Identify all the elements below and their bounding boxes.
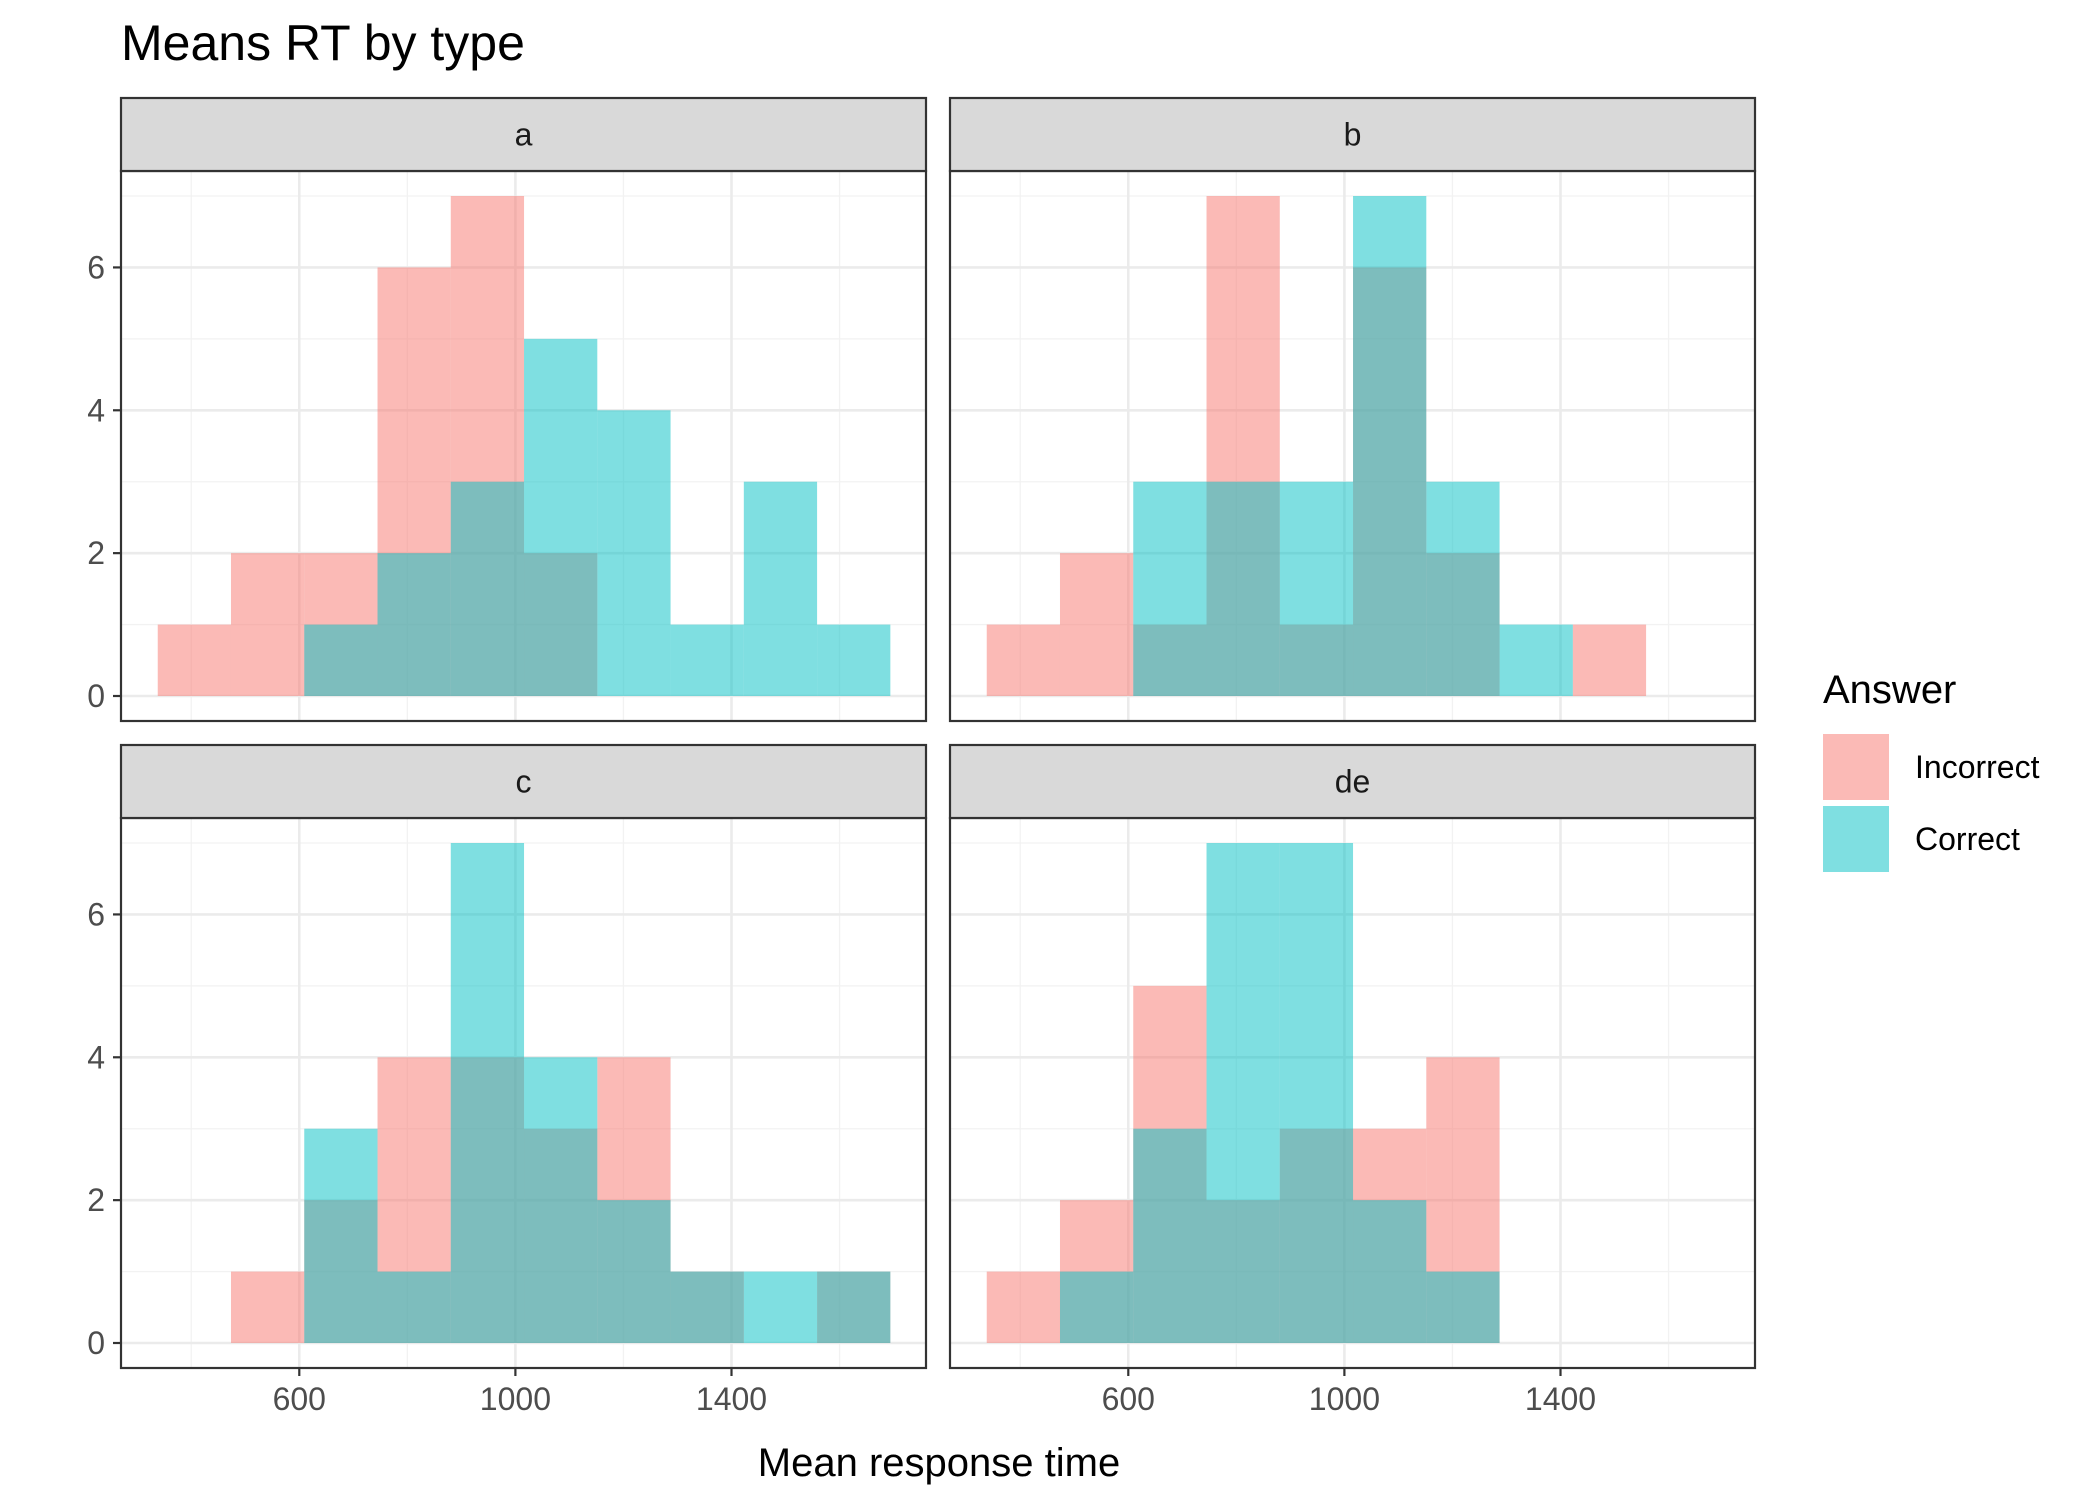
legend-title: Answer	[1823, 668, 1956, 712]
bar-correct-bin-9	[817, 624, 891, 696]
y-tick-label: 6	[87, 249, 105, 285]
facet-panel-c: c 0 2 4 6 600 1000 1400	[87, 743, 928, 1417]
bar-correct-bin-6	[1426, 1271, 1500, 1343]
bar-correct-bin-3	[377, 553, 451, 696]
histogram-bars	[157, 196, 891, 696]
bar-correct-bin-4	[1279, 843, 1354, 1343]
y-tick-label: 4	[87, 1039, 105, 1075]
legend-item-correct: Correct	[1823, 806, 2020, 872]
facet-strip	[119, 743, 928, 820]
bar-correct-bin-5	[524, 1057, 598, 1343]
bar-correct-bin-3	[1206, 843, 1280, 1343]
facet-strip	[119, 96, 928, 173]
bar-correct-bin-7	[1499, 624, 1573, 696]
chart-title: Means RT by type	[121, 15, 525, 71]
bar-incorrect-bin-8	[1572, 624, 1647, 696]
bar-correct-bin-3	[1206, 481, 1280, 696]
bar-incorrect-bin-1	[230, 553, 305, 696]
bar-correct-bin-2	[1133, 481, 1207, 696]
bar-correct-bin-4	[450, 843, 525, 1343]
legend: Answer Incorrect Correct	[1823, 668, 2040, 872]
bar-correct-bin-1	[1059, 1271, 1134, 1343]
bar-correct-bin-6	[597, 410, 671, 696]
histogram-bars	[986, 843, 1500, 1343]
legend-swatch	[1823, 806, 1889, 872]
bar-correct-bin-4	[1279, 481, 1354, 696]
bar-correct-bin-6	[597, 1200, 671, 1343]
bar-correct-bin-7	[670, 624, 744, 696]
facet-panels: a 0 2 4 6 b c 0 2 4 6 600 1000 1400 de 600 1000 1400	[87, 96, 1757, 1417]
facet-panel-de: de 600 1000 1400	[948, 743, 1757, 1417]
bar-correct-bin-5	[524, 338, 598, 696]
bar-correct-bin-4	[450, 481, 525, 696]
legend-label: Correct	[1915, 821, 2020, 857]
x-tick-label: 600	[1102, 1381, 1155, 1417]
bar-correct-bin-8	[743, 481, 818, 696]
bar-correct-bin-3	[377, 1271, 451, 1343]
x-tick-label: 1000	[1309, 1381, 1380, 1417]
bar-correct-bin-8	[743, 1271, 818, 1343]
legend-label: Incorrect	[1915, 749, 2040, 785]
bar-correct-bin-7	[670, 1271, 744, 1343]
x-tick-label: 1400	[1525, 1381, 1596, 1417]
facet-panel-a: a 0 2 4 6	[87, 96, 928, 723]
bar-correct-bin-5	[1353, 1200, 1427, 1343]
histogram-bars	[986, 196, 1647, 696]
x-tick-label: 1000	[480, 1381, 551, 1417]
bar-correct-bin-2	[1133, 1128, 1207, 1343]
facet-strip-label: a	[515, 117, 533, 153]
bar-incorrect-bin-0	[986, 1271, 1060, 1343]
y-tick-label: 0	[87, 1325, 105, 1361]
facet-strip-label: c	[516, 764, 532, 800]
facet-strip	[948, 743, 1757, 820]
x-axis-title: Mean response time	[758, 1441, 1120, 1485]
y-tick-label: 0	[87, 678, 105, 714]
legend-swatch	[1823, 734, 1889, 800]
bar-correct-bin-9	[817, 1271, 891, 1343]
y-tick-label: 4	[87, 392, 105, 428]
bar-correct-bin-5	[1353, 196, 1427, 696]
bar-correct-bin-6	[1426, 481, 1500, 696]
facet-strip	[948, 96, 1757, 173]
facet-strip-label: b	[1344, 117, 1362, 153]
legend-items: Incorrect Correct	[1823, 734, 2040, 872]
y-tick-label: 6	[87, 896, 105, 932]
y-tick-label: 2	[87, 535, 105, 571]
bar-incorrect-bin-0	[986, 624, 1060, 696]
histogram-bars	[230, 843, 891, 1343]
bar-incorrect-bin-1	[1059, 553, 1134, 696]
bar-correct-bin-2	[304, 624, 378, 696]
legend-item-incorrect: Incorrect	[1823, 734, 2040, 800]
y-tick-label: 2	[87, 1182, 105, 1218]
facet-strip-label: de	[1335, 764, 1371, 800]
bar-correct-bin-2	[304, 1128, 378, 1343]
bar-incorrect-bin-0	[157, 624, 231, 696]
x-tick-label: 600	[273, 1381, 326, 1417]
x-tick-label: 1400	[696, 1381, 767, 1417]
facet-panel-b: b	[948, 96, 1757, 723]
bar-incorrect-bin-1	[230, 1271, 305, 1343]
